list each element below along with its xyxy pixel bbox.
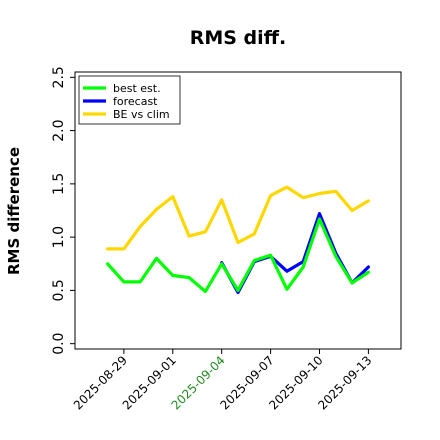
- y-tick-label: 1.0: [51, 226, 67, 248]
- y-axis-label: RMS difference: [5, 147, 23, 275]
- series-best-est-: [105, 217, 370, 294]
- y-tick-label: 0.5: [51, 279, 67, 301]
- chart-title: RMS diff.: [190, 27, 287, 49]
- y-tick-label: 1.5: [51, 173, 67, 195]
- series-line: [105, 185, 370, 251]
- plot-area: [74, 71, 402, 350]
- plot-frame: [74, 71, 402, 350]
- y-tick-label: 2.0: [51, 119, 67, 141]
- series-line: [105, 217, 370, 294]
- series-layer: [105, 185, 370, 295]
- series-be-vs-clim: [105, 185, 370, 251]
- legend-entry: best est.: [113, 82, 161, 95]
- y-tick-label: 2.5: [51, 66, 67, 88]
- legend-entry: forecast: [113, 95, 158, 108]
- y-tick-label: 0.0: [51, 333, 67, 355]
- legend-entry: BE vs clim: [113, 108, 170, 121]
